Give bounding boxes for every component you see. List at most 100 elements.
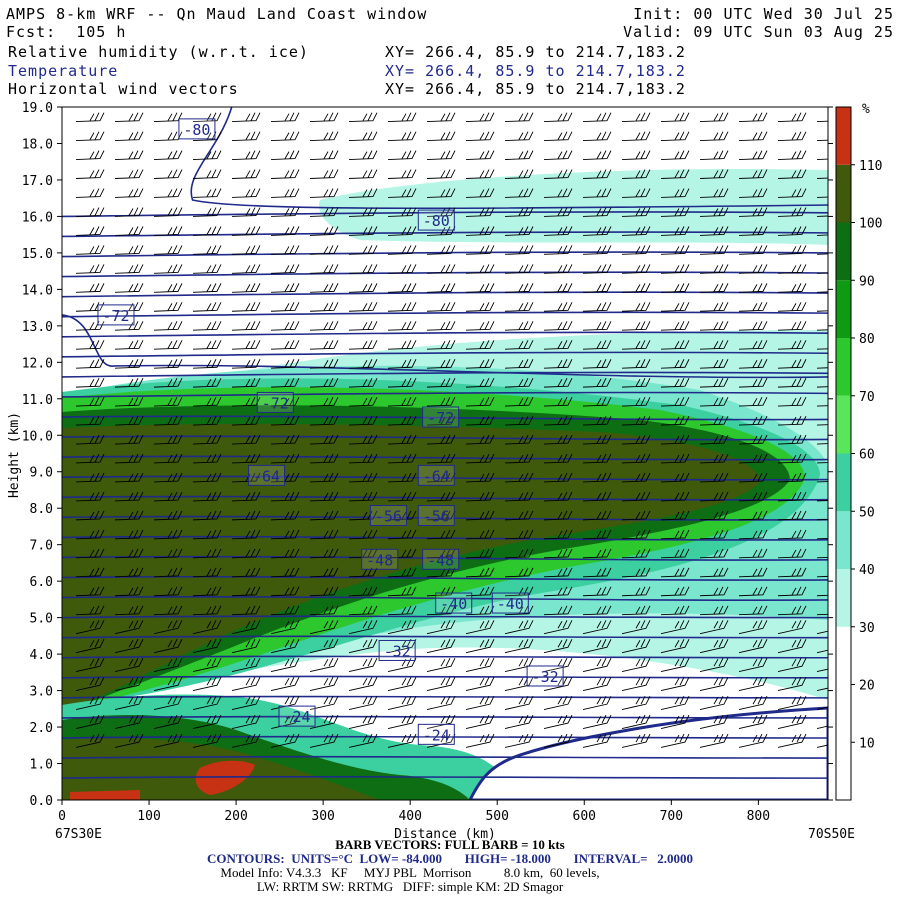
wind-barb bbox=[660, 510, 690, 521]
wind-barb bbox=[543, 605, 573, 616]
wind-barb bbox=[738, 733, 768, 748]
wind-barb bbox=[582, 639, 612, 654]
wind-barb bbox=[504, 188, 534, 198]
wind-barb bbox=[75, 207, 105, 217]
wind-barb bbox=[738, 396, 768, 407]
contour-label: -80 bbox=[178, 118, 216, 140]
wind-barb bbox=[348, 415, 378, 426]
wind-barb bbox=[309, 714, 339, 729]
wind-barb bbox=[777, 169, 807, 179]
wind-barb bbox=[270, 378, 300, 388]
wind-barb bbox=[504, 548, 534, 559]
wind-barb bbox=[465, 529, 495, 540]
wind-barb bbox=[816, 196, 828, 198]
wind-barb bbox=[426, 453, 456, 464]
wind-barb bbox=[348, 472, 378, 483]
wind-barb bbox=[582, 359, 612, 369]
wind-barb bbox=[738, 639, 768, 654]
wind-barb bbox=[816, 725, 828, 729]
wind-barb bbox=[465, 472, 495, 483]
wind-barb bbox=[465, 283, 495, 293]
contour-label: -48 bbox=[361, 548, 399, 570]
wind-barb bbox=[114, 695, 144, 710]
wind-barb bbox=[582, 491, 612, 502]
wind-barb bbox=[504, 695, 534, 710]
wind-barb bbox=[543, 620, 573, 635]
wind-barb bbox=[465, 188, 495, 198]
wind-barb bbox=[621, 188, 651, 198]
wind-barb bbox=[387, 605, 417, 616]
wind-barb bbox=[348, 112, 378, 123]
contour-label: -48 bbox=[422, 548, 460, 570]
contour-label-box bbox=[256, 391, 294, 413]
wind-barb bbox=[465, 434, 495, 445]
wind-barb bbox=[348, 283, 378, 293]
wind-barb bbox=[426, 302, 456, 312]
x-axis-label: Distance (km) bbox=[394, 827, 496, 842]
wind-barb bbox=[543, 150, 573, 160]
wind-barb bbox=[426, 396, 456, 407]
wind-barb bbox=[738, 415, 768, 426]
wind-barb bbox=[426, 733, 456, 748]
contour-label-text: -56 bbox=[375, 508, 402, 526]
wind-barb bbox=[504, 472, 534, 483]
wind-barb bbox=[426, 321, 456, 331]
wind-barb bbox=[348, 491, 378, 502]
wind-barb bbox=[582, 415, 612, 426]
wind-barb bbox=[270, 150, 300, 160]
wind-barb bbox=[465, 676, 495, 692]
contour-label-box bbox=[422, 548, 460, 570]
wind-barb bbox=[582, 733, 612, 748]
wind-barb bbox=[192, 620, 222, 635]
wind-barb bbox=[543, 207, 573, 217]
wind-barb bbox=[816, 613, 828, 616]
wind-barb bbox=[504, 733, 534, 748]
wind-barb bbox=[309, 491, 339, 502]
y-tick-label: 13.0 bbox=[22, 320, 53, 335]
wind-barb bbox=[465, 714, 495, 729]
wind-barb bbox=[114, 396, 144, 407]
wind-barb bbox=[192, 169, 222, 179]
wind-barb bbox=[543, 396, 573, 407]
wind-barb bbox=[192, 378, 222, 388]
wind-barb bbox=[426, 131, 456, 142]
wind-barb bbox=[192, 188, 222, 198]
wind-barb bbox=[75, 676, 105, 692]
wind-barb bbox=[114, 567, 144, 578]
wind-barb bbox=[699, 245, 729, 255]
wind-barb bbox=[231, 491, 261, 502]
wind-barb bbox=[582, 169, 612, 179]
wind-barb bbox=[660, 434, 690, 445]
wind-barb bbox=[75, 378, 105, 388]
wind-barb bbox=[465, 302, 495, 312]
colorbar-label: 100 bbox=[859, 217, 882, 232]
contour-label-box bbox=[361, 548, 399, 570]
wind-barb bbox=[738, 586, 768, 597]
wind-barb bbox=[309, 548, 339, 559]
y-tick-label: 8.0 bbox=[30, 502, 53, 517]
wind-barb bbox=[75, 733, 105, 748]
wind-barb bbox=[621, 620, 651, 635]
wind-barb bbox=[270, 453, 300, 464]
contour-label: -64 bbox=[417, 464, 455, 486]
contour-label-text: -24 bbox=[283, 708, 310, 726]
colorbar: 10 20 30 40 50 60 70 80 90 100 110 bbox=[835, 106, 882, 801]
wind-barb bbox=[192, 567, 222, 578]
wind-barb bbox=[465, 396, 495, 407]
wind-barb bbox=[75, 434, 105, 445]
wind-barb bbox=[192, 245, 222, 255]
wind-barb bbox=[699, 302, 729, 312]
wind-barb bbox=[75, 529, 105, 540]
wind-barb bbox=[75, 548, 105, 559]
wind-barb bbox=[816, 215, 828, 217]
wind-barb bbox=[504, 321, 534, 331]
wind-barb bbox=[543, 472, 573, 483]
wind-barb bbox=[309, 510, 339, 521]
contour-label-box bbox=[422, 406, 460, 428]
contour-label: -40 bbox=[435, 592, 473, 614]
wind-barb bbox=[309, 586, 339, 597]
wind-barb bbox=[543, 510, 573, 521]
wind-barb bbox=[621, 472, 651, 483]
wind-barb bbox=[348, 131, 378, 142]
wind-barb bbox=[816, 386, 828, 388]
